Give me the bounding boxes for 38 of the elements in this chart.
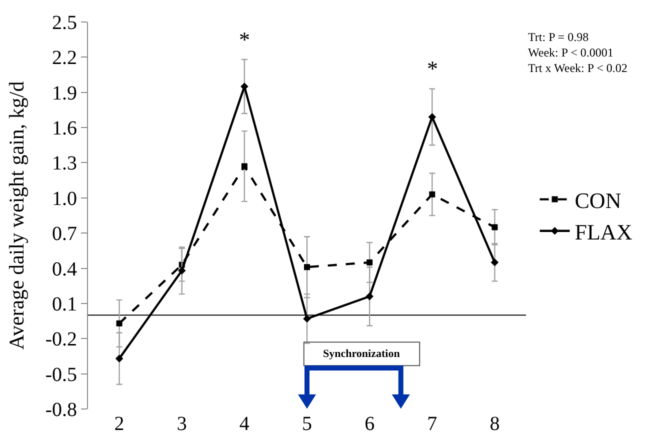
x-tick-label: 7 (427, 413, 438, 435)
legend-label: FLAX (574, 219, 632, 244)
y-tick-label: 1.9 (52, 82, 77, 104)
point (303, 314, 311, 323)
y-tick-label: 0.7 (52, 223, 77, 246)
point (115, 354, 124, 362)
y-tick-label: 1.3 (52, 152, 77, 175)
point (429, 191, 436, 198)
y-tick-label: -0.2 (45, 328, 77, 351)
point (490, 258, 499, 266)
point (366, 259, 373, 266)
x-tick-label: 3 (176, 413, 187, 435)
point (366, 292, 374, 300)
x-tick-label: 2 (114, 413, 124, 435)
x-tick-label: 5 (302, 413, 312, 435)
y-axis-title: Average daily weight gain, kg/d (4, 80, 28, 350)
point (428, 113, 436, 121)
x-tick-label: 8 (490, 413, 500, 435)
x-tick-label: 6 (364, 413, 375, 435)
y-tick-label: 2.2 (52, 47, 77, 70)
y-tick-label: -0.8 (45, 399, 77, 421)
annotation: Synchronization (323, 348, 400, 360)
y-tick-label: 0.4 (52, 258, 77, 280)
y-tick-label: 1.0 (52, 188, 77, 210)
point (304, 264, 310, 270)
annotation: * (427, 56, 438, 81)
text: Trt: P = 0.98 Week: P < 0.0001 Trt x Week: P < 0.02 (528, 30, 628, 76)
point (492, 224, 498, 230)
y-tick-label: 2.5 (52, 12, 77, 34)
y-tick-label: 1.6 (52, 118, 77, 140)
y-tick-label: -0.5 (45, 364, 77, 386)
legend-label: CON (574, 188, 622, 213)
point (178, 266, 186, 275)
point (116, 320, 122, 326)
x-tick-label: 4 (239, 413, 250, 435)
y-tick-label: 0.1 (52, 293, 77, 316)
point (241, 163, 248, 170)
annotation: * (239, 27, 250, 52)
